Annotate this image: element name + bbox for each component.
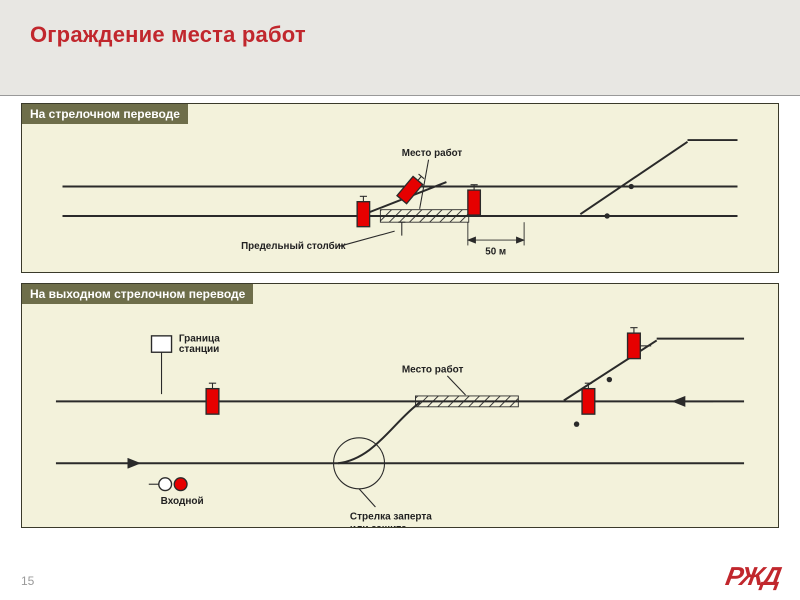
entry-signal-white: [159, 478, 172, 491]
slide-root: Ограждение места работ На стрелочном пер…: [0, 0, 800, 600]
svg-text:станции: станции: [179, 344, 220, 355]
diagram-panel-switch: На стрелочном переводе Место работ Предел…: [21, 103, 779, 273]
point-marker: [604, 213, 609, 218]
work-place-label: Место работ: [402, 148, 463, 159]
point-marker: [607, 377, 612, 382]
panel2-header: На выходном стрелочном переводе: [22, 284, 253, 304]
panel1-header: На стрелочном переводе: [22, 104, 188, 124]
diagram-panel-exit-switch: На выходном стрелочном переводе Границас…: [21, 283, 779, 528]
dim-50m: 50 м: [485, 246, 506, 257]
point-marker: [574, 421, 579, 426]
work-area-hatch: [415, 396, 518, 407]
panel1-svg: Место работ Предельный столбик 50 м: [22, 124, 778, 274]
page-number: 15: [21, 574, 34, 588]
signal-icon: [357, 202, 370, 227]
branch-upper: [564, 340, 657, 400]
work-area-hatch: [380, 210, 468, 223]
signal-icon: [206, 389, 219, 414]
signal-icon: [468, 190, 481, 215]
entry-signal-red: [174, 478, 187, 491]
branch-upper: [580, 142, 687, 214]
panel2-svg: Границастанции Место работ Входной Стрелка …: [22, 304, 778, 527]
merge-curve: [338, 402, 420, 463]
switch-locked-label: Стрелка заперта: [350, 512, 432, 523]
point-marker: [629, 184, 634, 189]
page-title: Ограждение места работ: [30, 22, 306, 48]
signal-icon: [397, 176, 423, 203]
limit-post-label: Предельный столбик: [241, 241, 346, 252]
work-place-label: Место работ: [402, 363, 464, 375]
svg-text:или зашита: или зашита: [350, 524, 407, 527]
entry-signal-label: Входной: [161, 496, 204, 507]
logo-rzd: РЖД: [723, 561, 782, 592]
signal-icon: [582, 389, 595, 414]
title-divider: [0, 95, 800, 96]
station-border-icon: [152, 336, 172, 352]
signal-icon: [628, 333, 641, 358]
station-border-label: Граница: [179, 333, 220, 344]
